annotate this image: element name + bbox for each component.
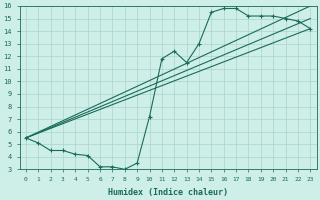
X-axis label: Humidex (Indice chaleur): Humidex (Indice chaleur)	[108, 188, 228, 197]
